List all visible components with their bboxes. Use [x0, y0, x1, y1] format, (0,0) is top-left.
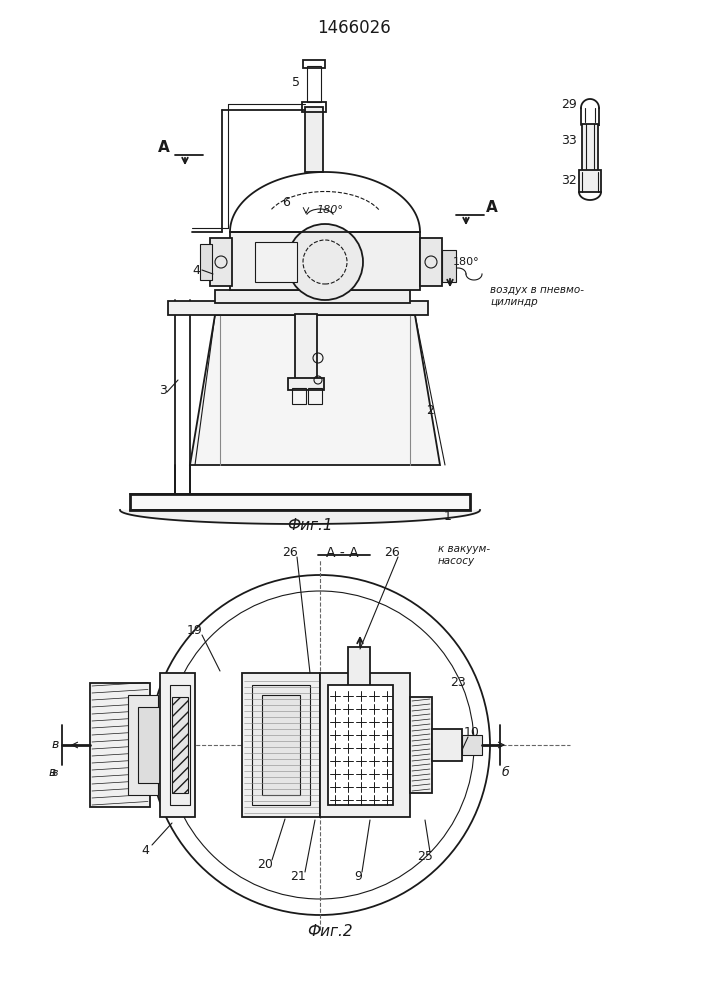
Bar — [255, 242, 297, 282]
Bar — [295, 314, 317, 380]
Text: в: в — [52, 768, 58, 778]
Text: 25: 25 — [417, 850, 433, 863]
Polygon shape — [190, 315, 440, 465]
Text: А: А — [486, 200, 498, 216]
Bar — [252, 685, 310, 805]
Bar — [170, 685, 190, 805]
Text: 1: 1 — [444, 510, 452, 522]
Bar — [302, 102, 326, 112]
Bar — [292, 388, 306, 404]
Text: 21: 21 — [290, 870, 306, 884]
Text: 9: 9 — [354, 870, 362, 884]
Bar — [168, 301, 428, 315]
Text: в: в — [48, 766, 56, 780]
Text: 26: 26 — [282, 546, 298, 560]
Bar — [230, 232, 420, 290]
Text: 32: 32 — [561, 174, 577, 186]
Bar — [582, 124, 598, 172]
Text: А - А: А - А — [326, 546, 358, 560]
Text: 180°: 180° — [317, 205, 344, 215]
Bar — [262, 695, 300, 795]
Text: 6: 6 — [282, 196, 290, 210]
Text: воздух в пневмо-
цилиндр: воздух в пневмо- цилиндр — [490, 285, 584, 307]
Bar — [128, 695, 158, 795]
Text: 19: 19 — [187, 624, 203, 637]
Text: 180°: 180° — [452, 257, 479, 267]
Bar — [410, 697, 432, 793]
Bar — [172, 697, 188, 793]
Text: 2: 2 — [426, 403, 434, 416]
Bar — [138, 707, 160, 783]
Text: 4: 4 — [192, 263, 200, 276]
Bar — [307, 66, 321, 102]
Circle shape — [287, 224, 363, 300]
Bar — [320, 673, 410, 817]
Bar — [130, 494, 470, 510]
Bar — [288, 378, 324, 390]
Bar — [579, 170, 601, 192]
Bar — [308, 388, 322, 404]
Bar — [160, 673, 195, 817]
Bar — [432, 729, 462, 761]
Bar — [328, 685, 393, 805]
Text: 4: 4 — [141, 844, 149, 856]
Text: 29: 29 — [561, 99, 577, 111]
Bar — [200, 244, 212, 280]
Bar — [442, 250, 456, 282]
Bar — [90, 683, 150, 807]
Text: к вакуум-
насосу: к вакуум- насосу — [438, 544, 490, 566]
Bar — [348, 647, 370, 687]
Bar — [215, 290, 410, 303]
Text: в: в — [52, 738, 59, 752]
Text: 26: 26 — [384, 546, 400, 560]
Text: 5: 5 — [292, 76, 300, 89]
Bar — [242, 673, 320, 817]
Bar — [462, 735, 482, 755]
Text: Фиг.1: Фиг.1 — [287, 518, 333, 534]
Text: 20: 20 — [257, 858, 273, 871]
Text: 3: 3 — [159, 383, 167, 396]
Text: 1466026: 1466026 — [317, 19, 391, 37]
Text: Фиг.2: Фиг.2 — [307, 924, 353, 940]
Bar — [303, 60, 325, 68]
Text: 10: 10 — [464, 726, 480, 740]
Bar — [420, 238, 442, 286]
Text: 33: 33 — [561, 133, 577, 146]
Text: А: А — [158, 140, 170, 155]
Text: 23: 23 — [450, 676, 466, 690]
Bar — [210, 238, 232, 286]
Bar — [305, 107, 323, 172]
Text: б: б — [501, 766, 509, 780]
